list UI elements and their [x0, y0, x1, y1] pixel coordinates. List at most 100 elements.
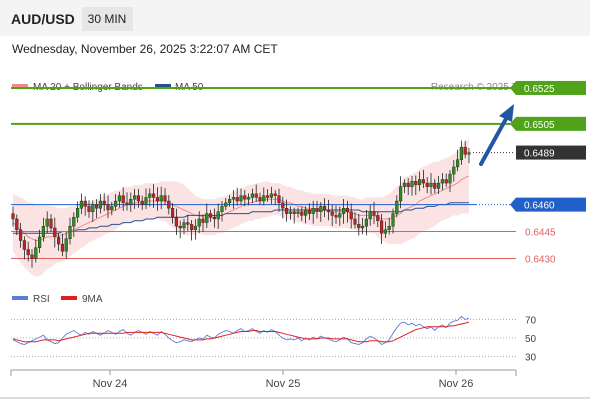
candle — [353, 212, 357, 229]
candle-body — [57, 236, 61, 245]
candle — [364, 209, 368, 236]
candle — [307, 203, 311, 220]
candle-body — [304, 209, 308, 216]
candle — [121, 187, 125, 212]
candle — [220, 201, 224, 222]
candle-body — [399, 186, 403, 202]
candle-body — [159, 195, 163, 202]
candle — [262, 187, 266, 206]
candle — [189, 220, 194, 241]
candle — [456, 149, 460, 172]
candle-body — [15, 218, 19, 230]
candle-body — [323, 206, 327, 211]
candle — [315, 200, 319, 219]
candle — [463, 140, 467, 159]
candle — [136, 188, 140, 208]
candle-body — [163, 195, 167, 202]
candle — [117, 191, 121, 208]
candle-body — [269, 193, 273, 198]
candle — [330, 204, 334, 226]
candle — [30, 249, 34, 268]
candle-body — [357, 224, 361, 229]
candle — [387, 217, 391, 235]
candle-body — [330, 211, 334, 216]
candle-body — [376, 215, 380, 221]
candle-body — [235, 197, 239, 202]
candle — [68, 217, 72, 245]
candle — [243, 190, 247, 207]
candle-body — [364, 218, 368, 227]
candle — [429, 173, 433, 195]
candle-body — [140, 200, 144, 205]
candle-body — [368, 211, 372, 220]
ma20-legend-swatch — [12, 84, 28, 88]
candle — [277, 188, 281, 212]
candle-body — [402, 182, 406, 187]
symbol-label: AUD/USD — [11, 11, 75, 27]
level-label-box — [516, 80, 586, 95]
candle-body — [144, 197, 148, 205]
x-axis-ticks: Nov 24 Nov 25 Nov 26 — [10, 370, 517, 390]
price-levels — [11, 86, 516, 259]
candle — [22, 236, 26, 260]
candle — [292, 207, 296, 224]
candle-body — [178, 225, 182, 229]
candle — [193, 219, 197, 240]
candle — [144, 188, 148, 210]
candle-body — [315, 208, 319, 212]
timeframe-badge[interactable] — [82, 7, 133, 31]
candle — [15, 214, 19, 236]
candle-body — [68, 225, 72, 239]
candle-body — [132, 195, 137, 200]
candle-body — [79, 200, 83, 209]
x-tick-label: Nov 25 — [266, 378, 301, 390]
candle — [239, 188, 243, 205]
candles — [11, 140, 471, 268]
candle-body — [197, 218, 201, 227]
candle-body — [300, 211, 304, 216]
candle — [151, 184, 156, 208]
candle-body — [113, 200, 118, 207]
target-arrow — [479, 104, 514, 166]
candle — [281, 196, 285, 219]
candle-body — [361, 225, 365, 229]
candle — [34, 239, 38, 263]
candle — [414, 175, 418, 195]
candle — [110, 201, 114, 216]
candle — [433, 178, 437, 194]
candle — [395, 195, 399, 218]
candle — [72, 212, 76, 237]
candle-body — [201, 218, 205, 223]
candle-body — [151, 193, 156, 198]
candle — [349, 203, 353, 229]
level-label-box — [516, 197, 586, 212]
candle-body — [22, 240, 26, 250]
candle-body — [19, 229, 23, 241]
candle — [357, 213, 361, 236]
candle — [212, 208, 216, 228]
candle — [269, 186, 273, 205]
candle-body — [60, 243, 64, 252]
candle-body — [444, 179, 448, 184]
candle — [326, 199, 330, 221]
x-tick-label: Nov 24 — [93, 378, 128, 390]
candle-body — [75, 208, 80, 218]
candle-body — [429, 182, 433, 187]
candle — [178, 220, 182, 239]
candle-body — [258, 197, 262, 202]
candle-body — [167, 200, 171, 209]
candle — [45, 211, 49, 234]
candle — [11, 206, 15, 227]
candle-body — [338, 213, 342, 218]
level-label-box — [516, 116, 586, 131]
candle-body — [243, 195, 247, 200]
candle — [418, 171, 422, 192]
candle — [41, 217, 45, 242]
candle-body — [121, 195, 125, 204]
candle-body — [353, 218, 357, 225]
candle-body — [433, 182, 437, 189]
candle — [174, 208, 178, 236]
candle-body — [440, 179, 444, 184]
candle-body — [98, 200, 102, 209]
candle-body — [212, 216, 216, 220]
